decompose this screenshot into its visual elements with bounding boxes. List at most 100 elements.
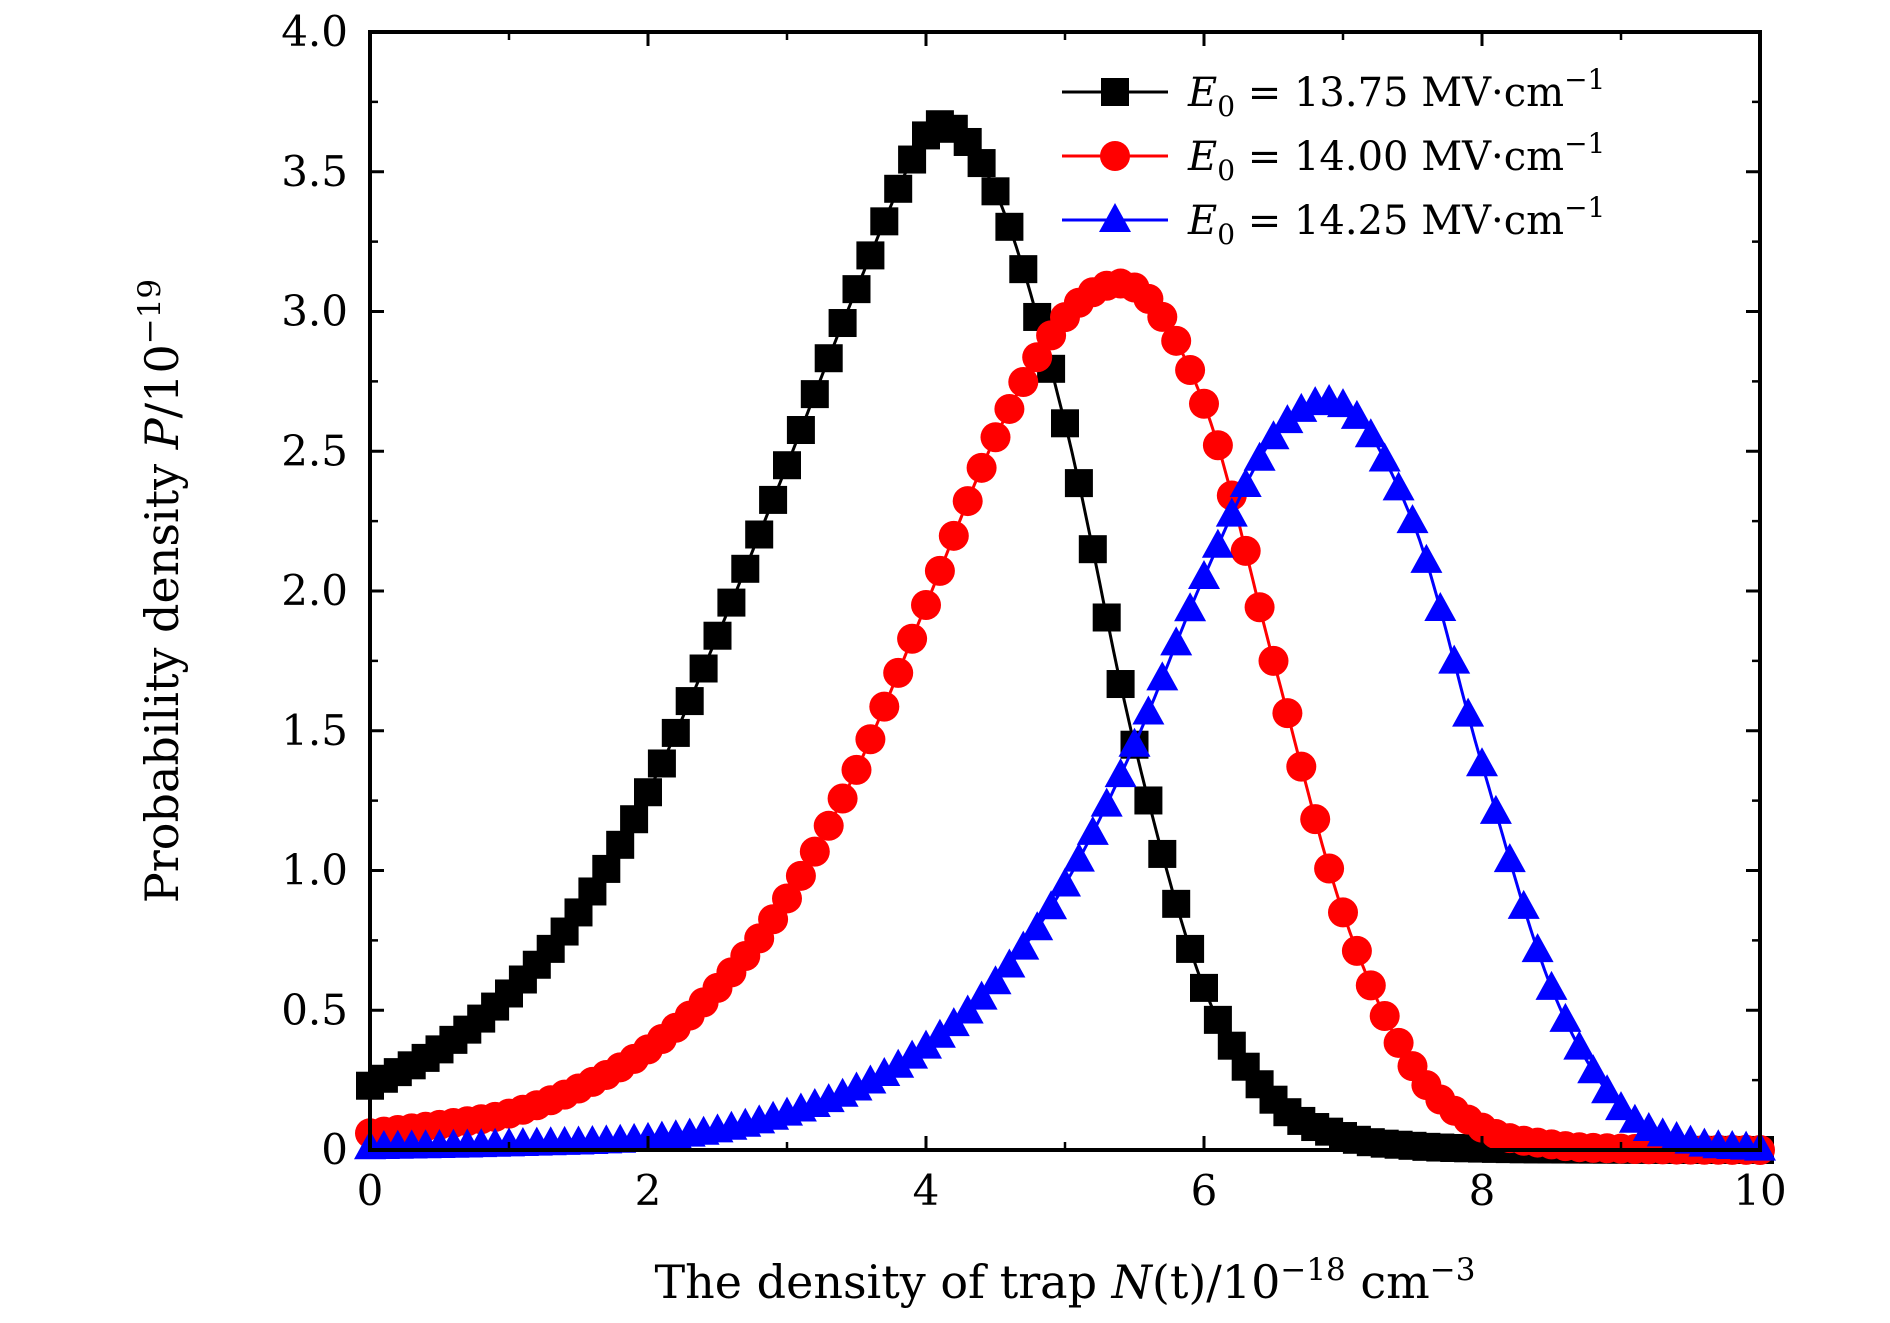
- data-point: [1452, 697, 1485, 727]
- data-point: [1493, 843, 1526, 873]
- x-tick-label: 4: [913, 1166, 940, 1215]
- data-point: [1466, 747, 1498, 777]
- data-point: [1201, 528, 1234, 558]
- data-point: [995, 212, 1024, 241]
- data-point: [882, 1048, 915, 1078]
- y-tick-label: 3.0: [281, 287, 348, 336]
- data-point: [1369, 1000, 1400, 1031]
- legend-label: E0 = 14.25 MV·cm−1: [1187, 191, 1605, 251]
- data-point: [1591, 1074, 1624, 1104]
- data-point: [813, 810, 844, 841]
- data-point: [828, 309, 857, 338]
- data-point: [647, 749, 676, 778]
- data-point: [870, 207, 899, 236]
- series-layer: [354, 110, 1776, 1165]
- data-point: [1162, 889, 1191, 918]
- y-tick-label: 1.0: [281, 846, 348, 895]
- data-point: [1340, 399, 1373, 429]
- data-point: [1049, 867, 1081, 897]
- data-point: [1188, 560, 1220, 590]
- legend-label-value: = 13.75 MV·cm: [1235, 70, 1564, 116]
- data-point: [1189, 388, 1219, 419]
- data-point: [1035, 890, 1068, 920]
- data-point: [1507, 889, 1540, 919]
- data-point: [1160, 626, 1193, 656]
- y-tick-label: 2.5: [281, 426, 348, 475]
- data-point: [827, 783, 858, 814]
- data-point: [980, 422, 1011, 453]
- data-point: [1064, 469, 1093, 498]
- data-point: [1535, 970, 1568, 1000]
- data-point: [606, 830, 635, 859]
- data-point: [1577, 1054, 1610, 1084]
- data-point: [1229, 468, 1262, 498]
- data-point: [1118, 727, 1151, 757]
- data-point: [1078, 535, 1107, 564]
- data-point: [1104, 758, 1137, 788]
- x-axis-title-exponent: −18: [1280, 1252, 1345, 1288]
- data-point: [1479, 794, 1512, 824]
- series-square: [356, 110, 1774, 1164]
- data-point: [1176, 934, 1205, 963]
- x-axis-title-unit: cm: [1346, 1255, 1430, 1309]
- data-point: [1230, 535, 1261, 566]
- data-point: [1174, 592, 1207, 622]
- data-point: [1272, 698, 1303, 729]
- legend-label: E0 = 14.00 MV·cm−1: [1187, 127, 1605, 187]
- data-point: [1021, 911, 1054, 941]
- data-point: [1382, 471, 1415, 501]
- x-tick-label: 0: [357, 1166, 384, 1215]
- legend-label-subscript: 0: [1217, 90, 1235, 123]
- legend-label-value: = 14.00 MV·cm: [1235, 134, 1564, 180]
- data-point: [938, 520, 969, 551]
- data-point: [1327, 388, 1359, 418]
- legend-label-variable: E: [1187, 134, 1217, 180]
- data-point: [1521, 933, 1554, 963]
- data-point: [1146, 661, 1179, 691]
- data-point: [1286, 751, 1317, 782]
- legend-label-subscript: 0: [1217, 218, 1235, 251]
- y-tick-label: 1.5: [281, 706, 348, 755]
- data-point: [911, 589, 941, 620]
- legend-entry: E0 = 13.75 MV·cm−1: [1062, 63, 1605, 123]
- x-tick-label: 2: [635, 1166, 662, 1215]
- data-point: [1244, 592, 1275, 623]
- data-point: [1438, 644, 1471, 674]
- legend-label-value: = 14.25 MV·cm: [1235, 198, 1564, 244]
- series-circle: [355, 268, 1775, 1165]
- y-axis-title: Probability density P/10−19: [132, 279, 189, 903]
- data-point: [1354, 418, 1387, 448]
- data-point: [1368, 442, 1401, 472]
- x-tick-label: 10: [1733, 1166, 1786, 1215]
- data-point: [689, 654, 718, 683]
- data-point: [981, 177, 1010, 206]
- data-point: [855, 724, 886, 755]
- data-point: [842, 275, 871, 304]
- data-point: [898, 145, 927, 174]
- data-point: [1605, 1091, 1637, 1121]
- data-point: [1161, 325, 1192, 356]
- data-point: [1008, 367, 1039, 398]
- data-point: [1132, 695, 1165, 725]
- data-point: [1092, 603, 1121, 632]
- y-axis-title-variable: P: [135, 417, 189, 450]
- data-point: [773, 451, 801, 480]
- data-point: [772, 883, 802, 914]
- data-point: [1175, 355, 1206, 386]
- series-line: [369, 399, 1761, 1151]
- legend-label-variable: E: [1187, 198, 1217, 244]
- data-point: [731, 554, 760, 583]
- data-point: [1148, 839, 1177, 868]
- y-tick-label: 0: [321, 1125, 348, 1174]
- data-point: [1424, 592, 1457, 622]
- y-tick-label: 2.0: [281, 566, 348, 615]
- data-point: [884, 174, 913, 203]
- data-point: [869, 691, 900, 722]
- x-axis-title-unit-exponent: −3: [1430, 1252, 1476, 1288]
- data-point: [883, 657, 914, 688]
- data-point: [814, 344, 843, 373]
- data-point: [1203, 1005, 1232, 1034]
- data-point: [1106, 670, 1135, 699]
- legend-label-subscript: 0: [1217, 154, 1235, 187]
- legend-label-variable: E: [1187, 70, 1217, 116]
